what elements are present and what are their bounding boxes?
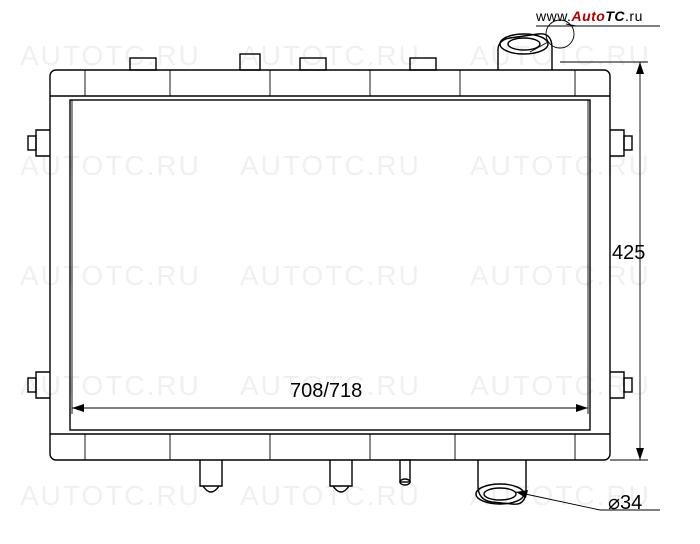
url-prefix: www.: [536, 8, 571, 24]
dimension-width-label: 708/718: [290, 380, 362, 403]
radiator-drawing: [0, 0, 700, 544]
dimension-diameter-label: ⌀34: [608, 490, 642, 515]
url-main2: TC: [605, 8, 625, 24]
dimension-height-label: 425: [612, 242, 645, 265]
url-suffix: .ru: [625, 8, 643, 24]
source-url: www.AutoTC.ru: [536, 8, 643, 24]
url-main: Auto: [571, 8, 605, 24]
diagram-canvas: AUTOTC.RU AUTOTC.RU AUTOTC.RU AUTOTC.RU …: [0, 0, 700, 544]
